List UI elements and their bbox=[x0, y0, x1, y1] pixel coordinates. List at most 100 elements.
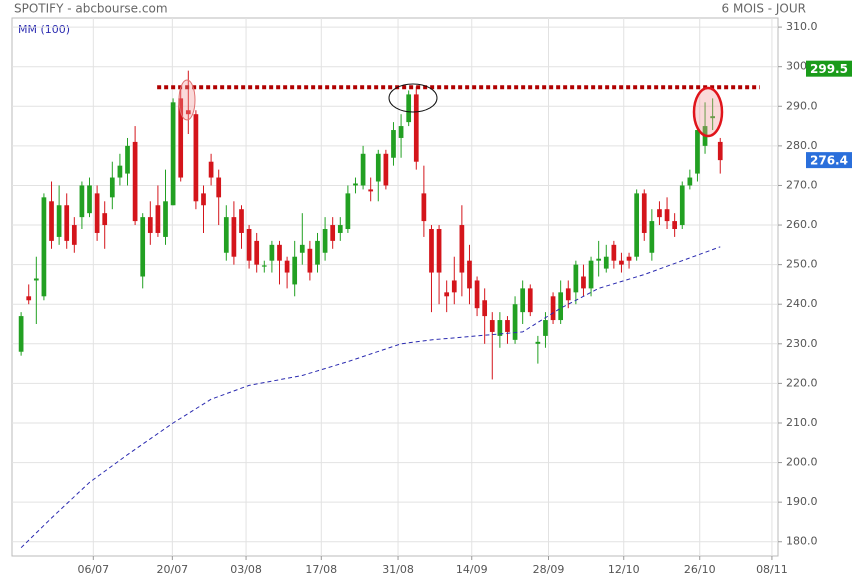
candle-body bbox=[239, 209, 244, 233]
candle-body bbox=[201, 193, 206, 206]
candle-body bbox=[254, 240, 260, 265]
candle-body bbox=[49, 201, 54, 241]
candle-body bbox=[429, 229, 434, 273]
y-tick-label: 210.0 bbox=[786, 416, 818, 429]
candle-body bbox=[512, 304, 518, 340]
candle-body bbox=[444, 292, 450, 297]
y-tick-label: 310.0 bbox=[786, 20, 818, 33]
x-tick-label: 14/09 bbox=[456, 563, 488, 576]
candle-body bbox=[641, 193, 647, 233]
candle-body bbox=[26, 296, 32, 301]
candle-body bbox=[79, 185, 85, 218]
candle-body bbox=[482, 300, 488, 317]
candle-body bbox=[489, 320, 495, 332]
candle-body bbox=[269, 244, 275, 261]
candle-body bbox=[125, 145, 130, 174]
candle-body bbox=[596, 258, 602, 261]
y-tick-label: 200.0 bbox=[786, 456, 818, 469]
candle-body bbox=[611, 244, 617, 261]
y-tick-label: 290.0 bbox=[786, 99, 818, 112]
candle-body bbox=[71, 225, 77, 245]
candle-body bbox=[64, 205, 70, 241]
x-tick-label: 26/10 bbox=[684, 563, 716, 576]
candle-body bbox=[619, 260, 624, 265]
candle-body bbox=[56, 205, 62, 237]
price-tag-label: 276.4 bbox=[810, 154, 848, 168]
candle-body bbox=[695, 130, 700, 174]
candle-body bbox=[672, 221, 678, 230]
candle-body bbox=[178, 98, 184, 178]
legend-entry: MM (100) bbox=[18, 23, 70, 36]
price-labels: 299.5 276.4 bbox=[806, 60, 852, 169]
candle-body bbox=[261, 265, 267, 267]
candle-body bbox=[193, 114, 199, 202]
x-tick-label: 12/10 bbox=[608, 563, 640, 576]
candle-body bbox=[322, 229, 328, 253]
candle-body bbox=[406, 94, 412, 123]
x-tick-label: 08/11 bbox=[756, 563, 788, 576]
candle-body bbox=[451, 280, 457, 293]
y-tick-label: 250.0 bbox=[786, 258, 818, 271]
candle-body bbox=[307, 248, 313, 273]
candle-body bbox=[315, 240, 320, 265]
candle-body bbox=[94, 193, 100, 233]
candle-body bbox=[87, 185, 92, 214]
y-tick-label: 260.0 bbox=[786, 218, 818, 231]
marks bbox=[18, 70, 760, 549]
candle-body bbox=[117, 165, 123, 178]
candle-body bbox=[185, 110, 191, 115]
candle-body bbox=[649, 221, 655, 253]
candle-body bbox=[467, 260, 472, 289]
candle-body bbox=[345, 193, 351, 230]
x-tick-label: 03/08 bbox=[230, 563, 262, 576]
y-tick-label: 270.0 bbox=[786, 178, 818, 191]
candle-body bbox=[33, 278, 39, 281]
candle-body bbox=[368, 189, 374, 192]
candle-body bbox=[277, 244, 282, 261]
moving-average-line bbox=[20, 246, 721, 549]
candle-body bbox=[520, 288, 526, 313]
price-tag bbox=[806, 152, 852, 169]
chart-subtitle: 6 MOIS - JOUR bbox=[722, 2, 806, 16]
candle-body bbox=[231, 217, 237, 257]
candle-body bbox=[360, 153, 366, 186]
y-tick-label: 240.0 bbox=[786, 297, 818, 310]
y-tick-label: 230.0 bbox=[786, 337, 818, 350]
candle-body bbox=[664, 209, 670, 222]
candle-body bbox=[18, 316, 24, 352]
candle-body bbox=[413, 94, 419, 162]
candle-body bbox=[41, 197, 47, 297]
candle-body bbox=[535, 341, 541, 344]
y-tick-label: 190.0 bbox=[786, 495, 818, 508]
candle-body bbox=[102, 213, 108, 226]
candle-body bbox=[626, 256, 632, 261]
candle-body bbox=[581, 276, 586, 289]
candle-body bbox=[527, 288, 533, 313]
candle-body bbox=[284, 260, 290, 273]
y-tick-label: 220.0 bbox=[786, 376, 818, 389]
y-tick-label: 280.0 bbox=[786, 139, 818, 152]
candle-body bbox=[398, 126, 404, 138]
candle-body bbox=[679, 185, 685, 226]
candle-body bbox=[710, 116, 716, 119]
candle-body bbox=[543, 320, 548, 336]
candle-body bbox=[292, 256, 298, 285]
candle-body bbox=[353, 183, 358, 186]
candle-body bbox=[474, 280, 480, 309]
plot-frame bbox=[11, 17, 779, 557]
candle-body bbox=[391, 130, 396, 158]
highlight-circle bbox=[178, 79, 196, 121]
candle-body bbox=[421, 193, 427, 222]
candle-body bbox=[299, 244, 305, 253]
candle-body bbox=[436, 229, 442, 273]
candle-body bbox=[505, 320, 510, 332]
candle-body bbox=[717, 141, 723, 161]
highlight-circle bbox=[388, 83, 438, 113]
price-tag bbox=[806, 60, 852, 77]
candle-body bbox=[550, 296, 556, 321]
candle-body bbox=[573, 264, 579, 293]
x-tick-label: 17/08 bbox=[305, 563, 337, 576]
price-tag-label: 299.5 bbox=[810, 62, 848, 76]
candle-body bbox=[634, 193, 640, 257]
